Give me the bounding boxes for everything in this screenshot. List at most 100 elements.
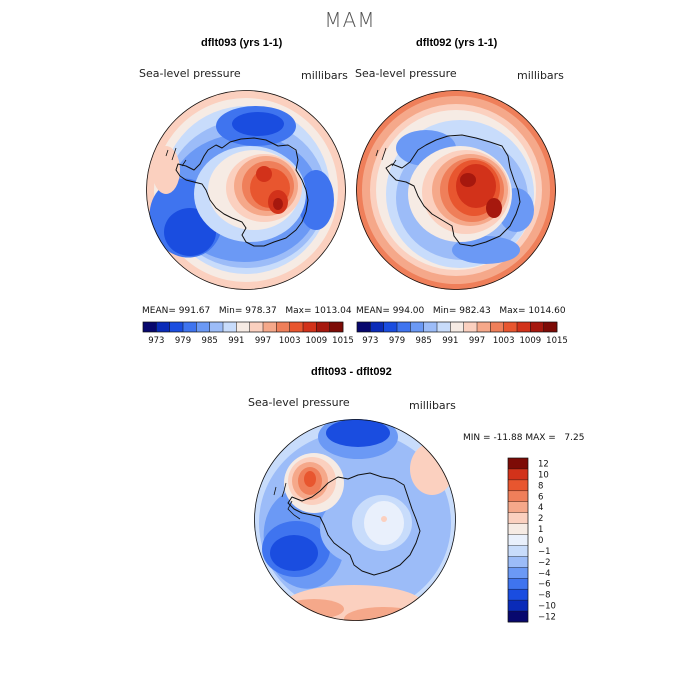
diff-polar-map — [254, 419, 456, 621]
colorbar-swatch — [508, 600, 528, 612]
contour-region — [460, 173, 476, 187]
panel2-mean-label: MEAN= — [356, 306, 390, 316]
panel1-title: dflt093 (yrs 1-1) — [201, 37, 283, 49]
contour-region — [304, 471, 316, 487]
colorbar-tick-label: 973 — [148, 336, 164, 346]
colorbar-tick-label: 979 — [175, 336, 191, 346]
colorbar-swatch — [183, 322, 197, 332]
colorbar-swatch — [508, 490, 528, 503]
colorbar-swatch — [236, 322, 250, 332]
contour-region — [232, 112, 284, 136]
contour-region — [326, 419, 390, 447]
colorbar-swatch — [508, 501, 528, 513]
coastline — [175, 137, 309, 247]
colorbar-tick-label: 985 — [202, 336, 218, 346]
diff-stats: MIN = -11.88 MAX = 7.25 — [463, 433, 584, 443]
colorbar-swatch — [517, 322, 531, 332]
colorbar-tick-label: 12 — [538, 459, 549, 469]
diff-min-label: MIN = — [463, 433, 491, 443]
colorbar-swatch — [508, 512, 528, 524]
panel2-min-value: 982.43 — [459, 306, 491, 316]
colorbar-swatch — [450, 322, 464, 332]
contour-region — [273, 198, 283, 210]
colorbar-swatch — [508, 468, 528, 481]
colorbar-swatch — [249, 322, 264, 332]
panel1-max-value: 1013.04 — [314, 306, 352, 316]
colorbar-tick-label: 2 — [538, 514, 543, 524]
panel1-min-label: Min= — [218, 306, 243, 316]
diff-min-value: -11.88 — [493, 433, 523, 443]
colorbar-swatch — [508, 534, 528, 546]
colorbar-swatch — [397, 322, 411, 332]
colorbar-swatch — [383, 322, 398, 332]
colorbar-swatch — [508, 479, 528, 492]
contour-region — [364, 501, 404, 545]
colorbar-swatch — [463, 322, 478, 332]
panel1-mean-value: 991.67 — [178, 306, 211, 316]
contour-region — [298, 170, 334, 230]
colorbar-swatch — [490, 322, 504, 332]
colorbar-tick-label: 979 — [389, 336, 405, 346]
panel2-units-label: millibars — [517, 69, 564, 82]
colorbar-swatch — [508, 567, 528, 579]
diff-title: dflt093 - dflt092 — [311, 366, 392, 378]
panel1-stats: MEAN= 991.67 Min= 978.37 Max= 1013.04 — [142, 306, 352, 316]
colorbar-tick-label: 6 — [538, 492, 543, 502]
colorbar-tick-label: −4 — [538, 569, 551, 579]
colorbar-swatch — [543, 322, 558, 332]
colorbar-frame — [356, 321, 558, 333]
colorbar-swatch — [423, 322, 438, 332]
panel1-min-value: 978.37 — [245, 306, 277, 316]
panel1-polar-map — [146, 90, 346, 290]
contour-region — [270, 535, 318, 571]
map-border — [356, 90, 556, 290]
panel2-title: dflt092 (yrs 1-1) — [416, 37, 498, 49]
diff-units-label: millibars — [409, 399, 456, 412]
diff-max-value: 7.25 — [564, 433, 585, 443]
colorbar-tick-label: 991 — [228, 336, 244, 346]
panel1-max-label: Max= — [285, 306, 312, 316]
panel1-units-label: millibars — [301, 69, 348, 82]
colorbar-tick-label: 997 — [469, 336, 485, 346]
figure-title: MAM — [324, 8, 376, 32]
colorbar-tick-label: −8 — [538, 591, 551, 601]
coastline-islands — [273, 482, 301, 520]
colorbar-swatch — [209, 322, 224, 332]
panel1-colorbar: 973 979 985 991 997 1003 1009 1015 — [142, 321, 354, 346]
panel2-stats: MEAN= 994.00 Min= 982.43 Max= 1014.60 — [356, 306, 566, 316]
colorbar-swatch — [508, 611, 528, 623]
map-border — [146, 90, 346, 290]
colorbar-swatch — [410, 322, 424, 332]
colorbar-tick-label: −12 — [538, 613, 556, 623]
colorbar-tick-label: 973 — [362, 336, 378, 346]
colorbar-swatch — [263, 322, 277, 332]
colorbar-tick-label: 1015 — [546, 336, 568, 346]
colorbar-swatch — [508, 545, 528, 557]
colorbar-swatch — [508, 556, 528, 568]
colorbar-swatch — [169, 322, 184, 332]
panel2-field-label: Sea-level pressure — [355, 67, 457, 80]
colorbar-swatch — [316, 322, 330, 332]
colorbar-frame — [142, 321, 344, 333]
map-field — [254, 419, 456, 621]
colorbar-tick-label: 997 — [255, 336, 271, 346]
coastline — [287, 472, 421, 576]
panel2-min-label: Min= — [432, 306, 457, 316]
colorbar-swatch — [289, 322, 304, 332]
colorbar-swatch — [276, 322, 290, 332]
panel2-mean-value: 994.00 — [392, 306, 425, 316]
colorbar-swatch — [437, 322, 451, 332]
colorbar-tick-label: 1009 — [306, 336, 328, 346]
colorbar-swatch — [508, 578, 528, 590]
colorbar-swatch — [156, 322, 170, 332]
colorbar-tick-label: −2 — [538, 558, 551, 568]
colorbar-tick-label: 4 — [538, 503, 543, 513]
contour-region — [381, 516, 387, 522]
colorbar-swatch — [223, 322, 237, 332]
contour-region — [486, 198, 502, 218]
colorbar-swatch — [530, 322, 544, 332]
panel1-mean-label: MEAN= — [142, 306, 176, 316]
colorbar-tick-label: 8 — [538, 481, 543, 491]
colorbar-tick-label: 1003 — [493, 336, 515, 346]
